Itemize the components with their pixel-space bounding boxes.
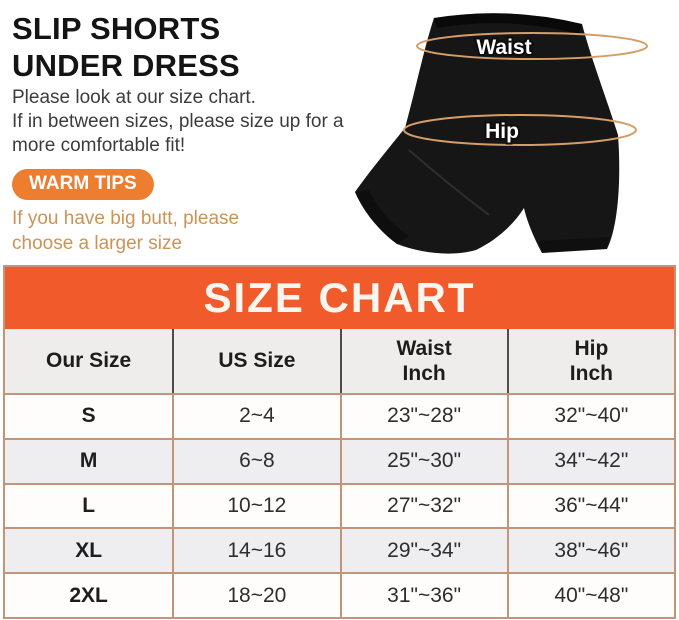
- cell-waist-inch: 31"~36": [339, 574, 507, 617]
- header-our-size: Our Size: [46, 349, 132, 373]
- cell-our-size: M: [79, 449, 98, 473]
- cell-hip-inch: 36"~44": [506, 484, 674, 528]
- size-chart: SIZE CHART Our Size US Size Waist Inch H…: [3, 265, 676, 619]
- right-cuff-shading: [539, 237, 609, 253]
- table-row-l: L 10~12 27"~32" 36"~44": [5, 482, 674, 528]
- hip-label: Hip: [485, 120, 519, 143]
- cell-hip-inch: 32"~40": [506, 395, 674, 438]
- cell-us-size: 10~12: [172, 484, 339, 528]
- left-cuff-shading: [355, 190, 409, 244]
- cell-our-size: XL: [75, 538, 103, 562]
- size-chart-title: SIZE CHART: [5, 267, 674, 329]
- header-hip-inch: Hip Inch: [506, 329, 674, 393]
- shorts-silhouette: [355, 13, 620, 254]
- size-advice-text: Please look at our size chart. If in bet…: [12, 87, 344, 156]
- table-row-m: M 6~8 25"~30" 34"~42": [5, 437, 674, 483]
- intro-section: SLIP SHORTS UNDER DRESS Please look at o…: [0, 0, 345, 264]
- cell-us-size: 14~16: [172, 529, 339, 573]
- cell-us-size: 2~4: [172, 395, 339, 438]
- cell-hip-inch: 38"~46": [506, 529, 674, 573]
- slip-shorts-illustration: Waist Hip: [355, 13, 648, 254]
- warm-tips-badge: WARM TIPS: [12, 169, 154, 200]
- cell-us-size: 18~20: [172, 574, 339, 617]
- header-us-size: US Size: [172, 329, 339, 393]
- waist-measure-ellipse: [416, 32, 648, 60]
- cell-waist-inch: 25"~30": [339, 439, 507, 483]
- cell-waist-inch: 23"~28": [339, 395, 507, 438]
- table-row-xl: XL 14~16 29"~34" 38"~46": [5, 527, 674, 573]
- warm-tips-text: If you have big butt, please choose a la…: [12, 208, 240, 254]
- cell-our-size: S: [81, 404, 96, 428]
- cell-hip-inch: 40"~48": [506, 574, 674, 617]
- cell-our-size: 2XL: [69, 583, 108, 607]
- product-photo: Waist Hip: [339, 0, 679, 258]
- size-chart-header-row: Our Size US Size Waist Inch Hip Inch: [5, 329, 674, 395]
- cell-us-size: 6~8: [172, 439, 339, 483]
- table-row-s: S 2~4 23"~28" 32"~40": [5, 395, 674, 438]
- waist-label: Waist: [476, 36, 531, 59]
- table-row-2xl: 2XL 18~20 31"~36" 40"~48": [5, 572, 674, 617]
- header-waist-inch: Waist Inch: [339, 329, 507, 393]
- product-title: SLIP SHORTS UNDER DRESS: [12, 11, 240, 83]
- hip-measure-ellipse: [403, 114, 637, 146]
- cell-waist-inch: 29"~34": [339, 529, 507, 573]
- fabric-fold-highlight: [408, 149, 490, 216]
- cell-hip-inch: 34"~42": [506, 439, 674, 483]
- cell-waist-inch: 27"~32": [339, 484, 507, 528]
- cell-our-size: L: [82, 493, 96, 517]
- waistband-shading: [434, 13, 582, 34]
